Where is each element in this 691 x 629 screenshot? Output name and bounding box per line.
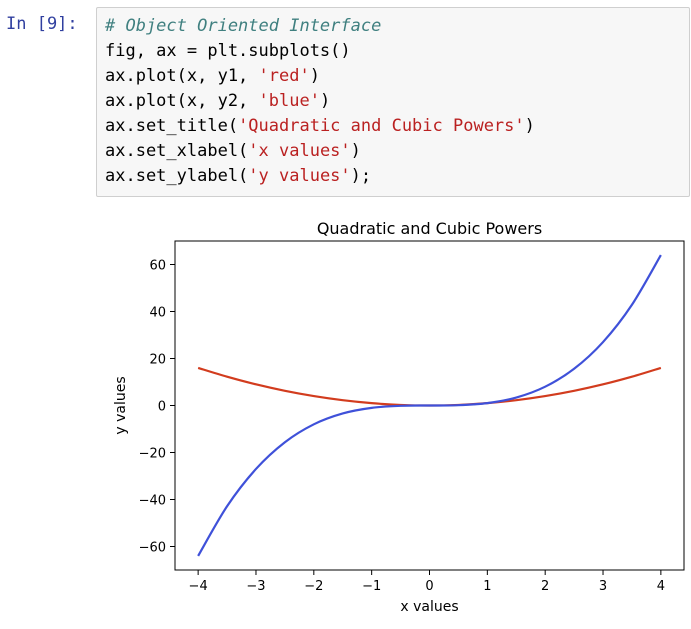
code-string: 'y values'	[248, 166, 351, 186]
y-tick-label: 40	[149, 306, 166, 321]
x-axis-label: x values	[400, 599, 458, 615]
code-token: )	[524, 116, 535, 136]
x-tick-label: 3	[599, 579, 607, 594]
x-tick-label: 0	[425, 579, 433, 594]
code-cell-editor[interactable]: # Object Oriented Interface fig, ax = plt…	[96, 7, 690, 197]
series-line-1	[197, 366, 662, 407]
cell-output: −4 −3 −2 −1 0 1 2 3 4 −60 −40 −20 0 20 40 60 Quadratic a…	[0, 205, 691, 625]
code-string: 'x values'	[248, 141, 351, 161]
code-token: )	[350, 141, 361, 161]
y-tick-label: 0	[158, 400, 166, 415]
code-line[interactable]: ax.plot(x, y1, 'red')	[105, 64, 320, 88]
x-tick-label: −4	[189, 579, 208, 594]
code-line[interactable]: fig, ax = plt.subplots()	[105, 39, 351, 63]
code-token: );	[350, 166, 372, 186]
code-line[interactable]: ax.set_xlabel('x values')	[105, 139, 361, 163]
y-tick-label: −60	[139, 541, 166, 556]
x-tick-label: 2	[541, 579, 549, 594]
code-token: ax.plot(x, y1,	[105, 66, 259, 86]
code-line[interactable]: ax.set_ylabel('y values');	[105, 164, 371, 188]
code-token: )	[309, 66, 320, 86]
y-tick-label: 60	[149, 259, 166, 274]
y-tick-label: −20	[139, 447, 166, 462]
code-token: fig, ax = plt.subplots()	[105, 41, 351, 61]
code-token: ax.plot(x, y2,	[105, 91, 259, 111]
code-string: 'blue'	[258, 91, 320, 111]
x-tick-label: −2	[304, 579, 323, 594]
chart-title: Quadratic and Cubic Powers	[317, 219, 542, 238]
code-string: 'red'	[258, 66, 310, 86]
series-line-2	[197, 254, 662, 557]
y-tick-label: 20	[149, 353, 166, 368]
code-line[interactable]: # Object Oriented Interface	[105, 14, 381, 38]
code-token: )	[319, 91, 331, 111]
x-tick-label: −1	[362, 579, 381, 594]
cell-prompt: In [9]:	[6, 14, 78, 34]
x-tick-label: 1	[483, 579, 491, 594]
code-token: ax.set_xlabel(	[105, 141, 249, 161]
code-line[interactable]: ax.plot(x, y2, 'blue')	[105, 89, 330, 113]
code-token: ax.set_ylabel(	[105, 166, 249, 186]
y-axis-label: y values	[113, 376, 129, 434]
line-chart: −4 −3 −2 −1 0 1 2 3 4 −60 −40 −20 0 20 40 60 Quadratic a…	[113, 219, 685, 615]
y-tick-label: −40	[139, 494, 166, 509]
code-comment: # Object Oriented Interface	[105, 16, 382, 36]
x-tick-label: −3	[246, 579, 265, 594]
code-string: 'Quadratic and Cubic Powers'	[238, 116, 525, 136]
code-line[interactable]: ax.set_title('Quadratic and Cubic Powers…	[105, 114, 535, 138]
code-token: ax.set_title(	[105, 116, 239, 136]
x-tick-label: 4	[657, 579, 665, 594]
